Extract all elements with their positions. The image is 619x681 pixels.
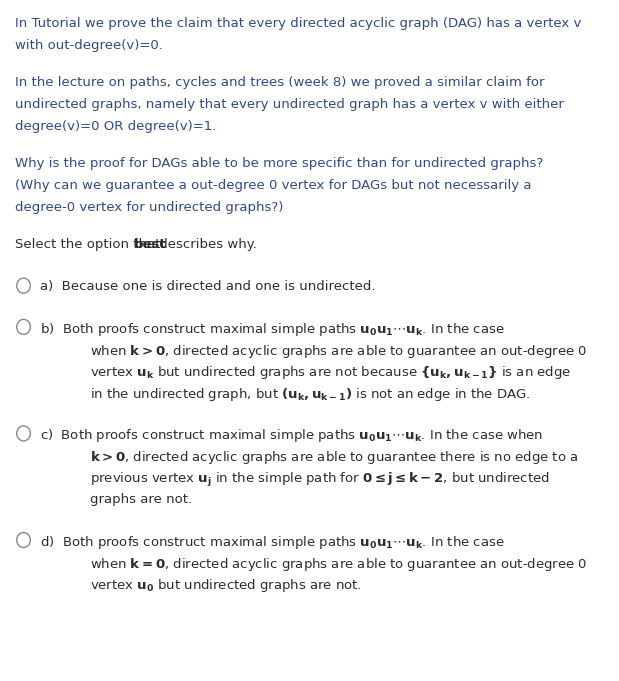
Text: in the undirected graph, but $\mathbf{(u_k, u_{k-1})}$ is not an edge in the DAG: in the undirected graph, but $\mathbf{(u… [90, 386, 530, 403]
Text: vertex $\mathbf{u_0}$ but undirected graphs are not.: vertex $\mathbf{u_0}$ but undirected gra… [90, 577, 361, 595]
Text: b)  Both proofs construct maximal simple paths $\mathbf{u_0}\mathbf{u_1} \cdots : b) Both proofs construct maximal simple … [40, 321, 505, 338]
Text: a)  Because one is directed and one is undirected.: a) Because one is directed and one is un… [40, 280, 376, 293]
Text: graphs are not.: graphs are not. [90, 493, 192, 506]
Text: degree(v)=0 OR degree(v)=1.: degree(v)=0 OR degree(v)=1. [15, 120, 217, 133]
Text: undirected graphs, namely that every undirected graph has a vertex v with either: undirected graphs, namely that every und… [15, 98, 565, 111]
Text: describes why.: describes why. [155, 238, 258, 251]
Text: when $\mathbf{k = 0}$, directed acyclic graphs are able to guarantee an out-degr: when $\mathbf{k = 0}$, directed acyclic … [90, 556, 587, 573]
Text: previous vertex $\mathbf{u_j}$ in the simple path for $\mathbf{0 \leq j \leq k-2: previous vertex $\mathbf{u_j}$ in the si… [90, 471, 550, 489]
Text: (Why can we guarantee a out-degree 0 vertex for DAGs but not necessarily a: (Why can we guarantee a out-degree 0 ver… [15, 179, 532, 192]
Text: with out-degree(v)=0.: with out-degree(v)=0. [15, 39, 163, 52]
Text: d)  Both proofs construct maximal simple paths $\mathbf{u_0}\mathbf{u_1} \cdots : d) Both proofs construct maximal simple … [40, 534, 505, 551]
Text: In Tutorial we prove the claim that every directed acyclic graph (DAG) has a ver: In Tutorial we prove the claim that ever… [15, 17, 582, 30]
Text: best: best [134, 238, 167, 251]
Text: In the lecture on paths, cycles and trees (week 8) we proved a similar claim for: In the lecture on paths, cycles and tree… [15, 76, 545, 89]
Text: when $\mathbf{k > 0}$, directed acyclic graphs are able to guarantee an out-degr: when $\mathbf{k > 0}$, directed acyclic … [90, 343, 587, 360]
Text: $\mathbf{k > 0}$, directed acyclic graphs are able to guarantee there is no edge: $\mathbf{k > 0}$, directed acyclic graph… [90, 449, 578, 466]
Text: Select the option that: Select the option that [15, 238, 165, 251]
Text: degree-0 vertex for undirected graphs?): degree-0 vertex for undirected graphs?) [15, 201, 284, 214]
Text: vertex $\mathbf{u_k}$ but undirected graphs are not because $\mathbf{\{u_k, u_{k: vertex $\mathbf{u_k}$ but undirected gra… [90, 364, 571, 381]
Text: Why is the proof for DAGs able to be more specific than for undirected graphs?: Why is the proof for DAGs able to be mor… [15, 157, 543, 170]
Text: c)  Both proofs construct maximal simple paths $\mathbf{u_0}\mathbf{u_1} \cdots : c) Both proofs construct maximal simple … [40, 428, 543, 444]
